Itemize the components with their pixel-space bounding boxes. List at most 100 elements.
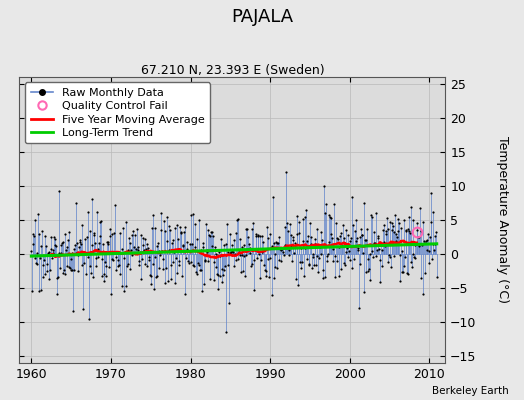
Point [70, 246, 79, 252]
Point [249, 287, 258, 294]
Point [203, 248, 211, 255]
Point [248, 260, 256, 267]
Point [367, 211, 375, 218]
Point [222, 329, 231, 336]
Point [419, 291, 428, 298]
Point [31, 255, 39, 261]
Point [113, 263, 122, 270]
Point [46, 267, 54, 273]
Point [329, 258, 337, 264]
Point [54, 188, 63, 195]
Point [65, 229, 73, 236]
Point [319, 275, 327, 282]
Point [399, 217, 408, 224]
Point [194, 260, 202, 266]
Point [39, 273, 48, 280]
Point [68, 249, 76, 256]
Point [97, 218, 105, 224]
Point [185, 248, 193, 254]
Point [147, 281, 156, 288]
Point [209, 233, 217, 240]
Point [419, 219, 427, 225]
Point [238, 252, 246, 259]
Point [169, 259, 177, 266]
Point [99, 240, 107, 247]
Point [392, 234, 401, 240]
Point [308, 264, 316, 271]
Point [279, 248, 287, 255]
Point [305, 261, 313, 268]
Point [372, 210, 380, 216]
Point [162, 238, 171, 244]
Point [356, 260, 364, 267]
Point [195, 262, 203, 268]
Point [267, 242, 276, 249]
Point [285, 252, 293, 259]
Point [331, 274, 340, 280]
Point [81, 236, 89, 242]
Point [58, 238, 67, 245]
Point [35, 231, 43, 237]
Point [72, 200, 81, 206]
Point [431, 241, 439, 248]
Point [160, 218, 168, 225]
Point [342, 248, 351, 255]
Point [289, 234, 298, 240]
Point [93, 254, 102, 260]
Point [227, 249, 235, 255]
Point [125, 240, 134, 246]
Point [53, 291, 61, 297]
Point [364, 256, 372, 262]
Point [318, 236, 326, 243]
Point [369, 253, 377, 260]
Point [34, 211, 42, 218]
Point [260, 266, 269, 273]
Point [173, 270, 181, 276]
Point [381, 243, 389, 250]
Point [310, 236, 319, 242]
Point [188, 241, 196, 247]
Point [155, 264, 163, 271]
Point [258, 248, 266, 255]
Point [334, 236, 342, 243]
Point [382, 231, 390, 238]
Point [150, 254, 159, 260]
Point [92, 255, 101, 262]
Point [337, 230, 345, 236]
Point [190, 262, 198, 269]
Point [348, 265, 357, 271]
Point [122, 283, 130, 289]
Point [194, 217, 203, 224]
Point [51, 241, 59, 248]
Point [61, 271, 69, 277]
Point [93, 209, 101, 215]
Point [62, 263, 71, 269]
Point [126, 266, 134, 272]
Point [245, 250, 254, 256]
Point [52, 243, 60, 250]
Point [177, 230, 185, 236]
Point [391, 212, 399, 219]
Point [232, 230, 241, 236]
Point [47, 246, 55, 252]
Point [265, 255, 274, 262]
Point [295, 230, 303, 236]
Point [161, 280, 170, 286]
Point [359, 200, 368, 206]
Point [400, 263, 408, 270]
Point [407, 259, 415, 265]
Point [374, 235, 382, 242]
Point [100, 278, 108, 284]
Point [270, 251, 279, 257]
Point [360, 289, 368, 296]
Point [403, 271, 412, 277]
Point [388, 220, 397, 226]
Point [299, 238, 307, 245]
Point [221, 263, 230, 269]
Point [174, 236, 182, 242]
Point [105, 226, 114, 232]
Point [365, 266, 373, 272]
Point [236, 252, 245, 258]
Point [274, 240, 282, 246]
Point [340, 235, 348, 242]
